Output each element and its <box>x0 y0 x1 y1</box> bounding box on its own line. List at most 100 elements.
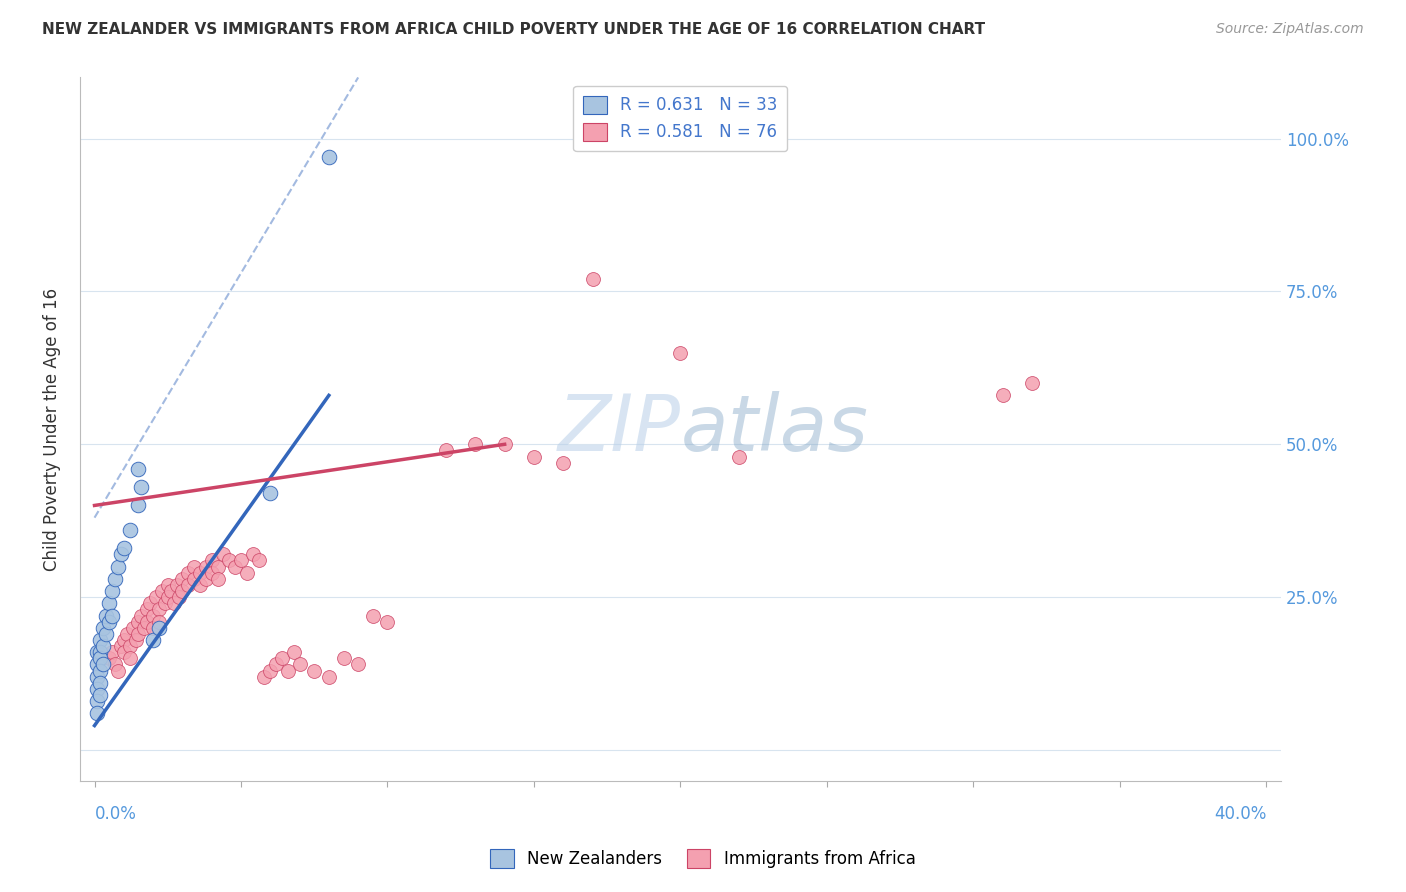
Point <box>136 615 159 629</box>
Point <box>86 681 108 696</box>
Point <box>118 523 141 537</box>
Text: Source: ZipAtlas.com: Source: ZipAtlas.com <box>1216 22 1364 37</box>
Point <box>183 572 205 586</box>
Point <box>134 621 156 635</box>
Point <box>131 480 153 494</box>
Point <box>127 499 149 513</box>
Point <box>991 388 1014 402</box>
Point <box>271 651 294 665</box>
Point <box>172 584 194 599</box>
Point <box>101 584 124 599</box>
Point <box>162 596 184 610</box>
Point <box>86 670 108 684</box>
Point <box>581 272 603 286</box>
Point <box>91 639 114 653</box>
Point <box>101 645 124 659</box>
Point <box>91 621 114 635</box>
Point <box>153 596 176 610</box>
Point <box>259 486 281 500</box>
Point <box>118 651 141 665</box>
Point <box>277 664 299 678</box>
Point <box>142 632 165 647</box>
Point <box>188 578 211 592</box>
Point <box>332 651 354 665</box>
Point <box>166 578 188 592</box>
Point <box>728 450 751 464</box>
Point <box>553 456 575 470</box>
Point <box>236 566 259 580</box>
Point <box>104 657 127 672</box>
Point <box>98 615 121 629</box>
Point <box>131 608 153 623</box>
Point <box>118 639 141 653</box>
Point <box>242 547 264 561</box>
Point <box>148 602 170 616</box>
Point <box>96 608 118 623</box>
Point <box>212 547 235 561</box>
Point <box>283 645 305 659</box>
Point <box>302 664 325 678</box>
Point <box>107 664 129 678</box>
Point <box>96 627 118 641</box>
Point <box>183 559 205 574</box>
Point <box>201 566 224 580</box>
Point <box>89 688 111 702</box>
Point <box>150 584 173 599</box>
Point <box>669 345 692 359</box>
Point <box>361 608 384 623</box>
Point <box>86 657 108 672</box>
Point <box>89 651 111 665</box>
Point <box>112 645 135 659</box>
Point <box>86 645 108 659</box>
Point <box>464 437 486 451</box>
Point <box>136 602 159 616</box>
Point <box>177 578 200 592</box>
Point <box>194 559 217 574</box>
Point <box>86 706 108 721</box>
Point <box>127 615 149 629</box>
Point <box>101 608 124 623</box>
Point <box>89 675 111 690</box>
Point <box>194 572 217 586</box>
Point <box>156 578 179 592</box>
Point <box>177 566 200 580</box>
Point <box>434 443 457 458</box>
Text: 0.0%: 0.0% <box>94 805 136 823</box>
Point <box>124 632 146 647</box>
Point <box>218 553 240 567</box>
Point <box>148 615 170 629</box>
Point <box>89 632 111 647</box>
Point <box>523 450 546 464</box>
Point <box>377 615 399 629</box>
Point <box>104 572 127 586</box>
Point <box>139 596 162 610</box>
Point <box>172 572 194 586</box>
Text: 40.0%: 40.0% <box>1213 805 1267 823</box>
Point <box>264 657 287 672</box>
Point <box>91 657 114 672</box>
Legend: New Zealanders, Immigrants from Africa: New Zealanders, Immigrants from Africa <box>484 843 922 875</box>
Point <box>188 566 211 580</box>
Point <box>89 664 111 678</box>
Point <box>110 639 132 653</box>
Point <box>207 559 229 574</box>
Point <box>148 621 170 635</box>
Point <box>98 651 121 665</box>
Point <box>112 541 135 556</box>
Point <box>247 553 270 567</box>
Text: ZIP: ZIP <box>557 391 681 467</box>
Point <box>494 437 516 451</box>
Point <box>288 657 311 672</box>
Point <box>127 462 149 476</box>
Point <box>115 627 138 641</box>
Point <box>107 559 129 574</box>
Point <box>253 670 276 684</box>
Point <box>207 572 229 586</box>
Point <box>318 150 340 164</box>
Point <box>142 608 165 623</box>
Point <box>145 590 167 604</box>
Point <box>169 590 191 604</box>
Point <box>112 632 135 647</box>
Point <box>89 645 111 659</box>
Y-axis label: Child Poverty Under the Age of 16: Child Poverty Under the Age of 16 <box>44 287 60 571</box>
